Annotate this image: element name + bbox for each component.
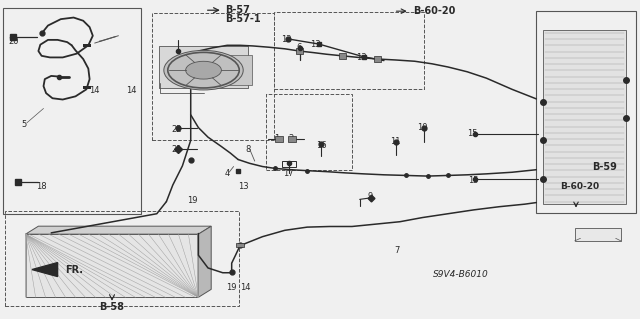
- Bar: [5, 211, 239, 306]
- Bar: [288, 136, 296, 142]
- Bar: [83, 86, 91, 89]
- Text: 4: 4: [225, 169, 230, 178]
- Text: 13: 13: [238, 182, 248, 191]
- Text: 5: 5: [22, 120, 27, 129]
- Text: 19: 19: [227, 283, 237, 292]
- Bar: [152, 13, 274, 140]
- Bar: [159, 46, 248, 88]
- Text: 15: 15: [467, 130, 477, 138]
- Polygon shape: [26, 226, 211, 234]
- Bar: [536, 11, 636, 213]
- Text: 12: 12: [281, 35, 291, 44]
- Text: 22: 22: [172, 125, 182, 134]
- Circle shape: [186, 61, 221, 79]
- Text: B-60-20: B-60-20: [413, 6, 455, 16]
- Text: 14: 14: [240, 283, 250, 292]
- Bar: [3, 8, 141, 214]
- Text: 21: 21: [172, 145, 182, 154]
- Text: FR.: FR.: [65, 264, 83, 275]
- Bar: [575, 228, 621, 241]
- Bar: [216, 55, 252, 85]
- Bar: [296, 48, 303, 54]
- Text: 16: 16: [316, 141, 326, 150]
- Text: 6: 6: [297, 43, 302, 52]
- Text: 14: 14: [126, 86, 136, 95]
- Bar: [543, 30, 626, 204]
- Text: 13: 13: [356, 53, 367, 62]
- Polygon shape: [198, 226, 211, 297]
- Text: 10: 10: [417, 123, 428, 132]
- Circle shape: [164, 50, 243, 90]
- Bar: [26, 234, 198, 297]
- Text: 9: 9: [367, 192, 372, 201]
- Text: 14: 14: [90, 86, 100, 95]
- Bar: [282, 161, 296, 167]
- Text: 3: 3: [602, 230, 607, 239]
- Text: B-59: B-59: [593, 162, 617, 173]
- Text: B-58: B-58: [99, 302, 125, 312]
- Text: 8: 8: [246, 145, 251, 154]
- Polygon shape: [32, 263, 58, 277]
- Text: 7: 7: [394, 246, 399, 255]
- Bar: [274, 12, 424, 89]
- Bar: [374, 56, 381, 62]
- Text: 13: 13: [310, 40, 321, 49]
- Text: B-60-20: B-60-20: [560, 182, 599, 191]
- Text: 19: 19: [187, 197, 197, 205]
- Bar: [266, 94, 352, 170]
- Bar: [236, 243, 244, 247]
- Text: S9V4-B6010: S9V4-B6010: [433, 270, 489, 279]
- Text: 1: 1: [274, 134, 279, 143]
- Text: 15: 15: [468, 176, 479, 185]
- Text: 20: 20: [9, 37, 19, 46]
- Bar: [275, 136, 283, 142]
- Text: B-57-1: B-57-1: [225, 14, 261, 24]
- Text: 18: 18: [36, 182, 47, 191]
- Text: 2: 2: [288, 134, 293, 143]
- Text: 11: 11: [390, 137, 400, 146]
- Text: B-57: B-57: [225, 4, 250, 15]
- Text: 17: 17: [284, 169, 294, 178]
- Bar: [339, 53, 346, 59]
- Bar: [83, 44, 91, 47]
